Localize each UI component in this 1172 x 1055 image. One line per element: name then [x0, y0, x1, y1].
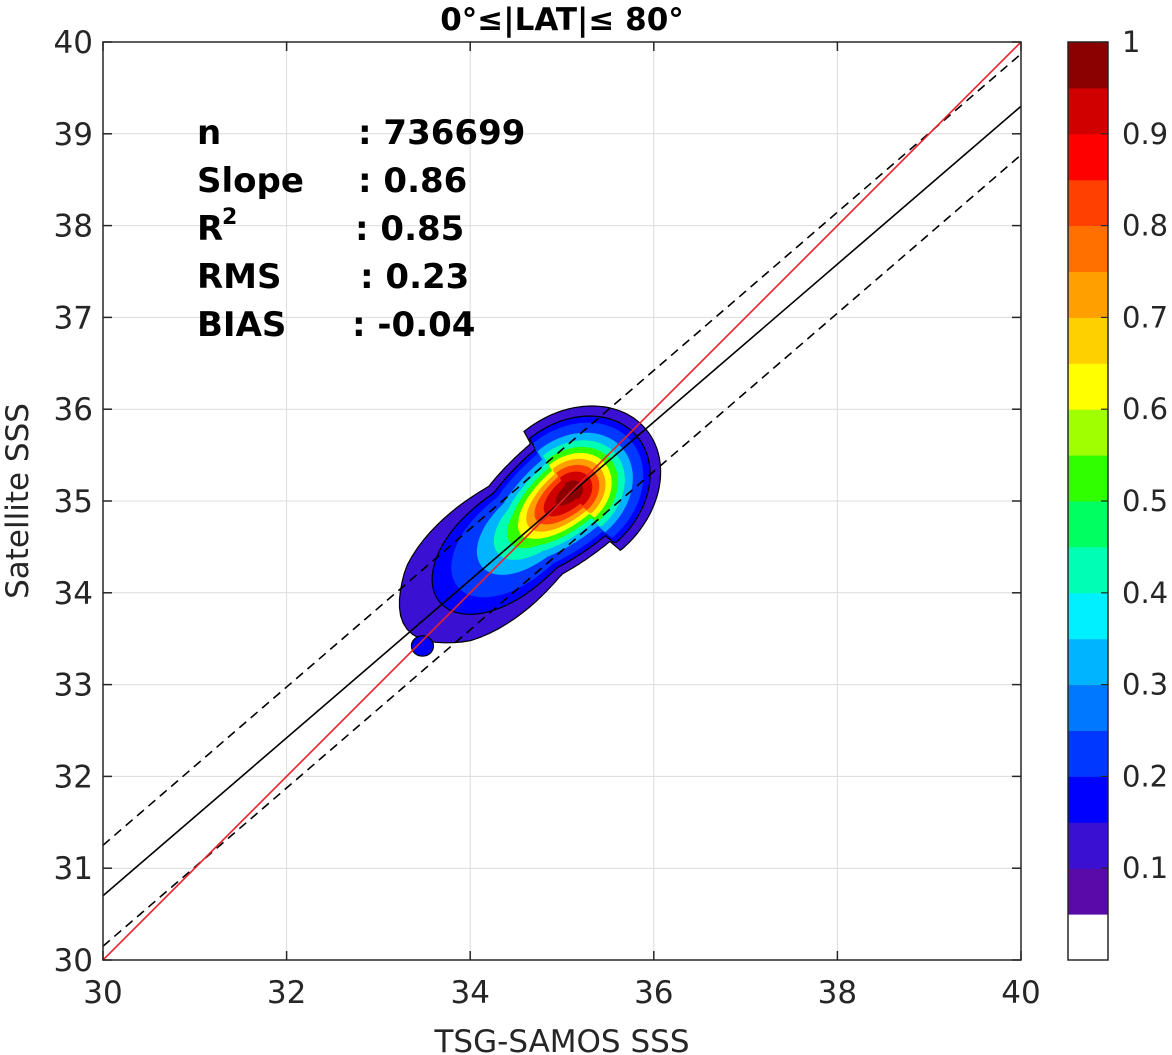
- colorbar-segment: [1068, 638, 1108, 686]
- colorbar-segment: [1068, 179, 1108, 227]
- y-tick-label: 38: [54, 209, 93, 245]
- colorbar-segment: [1068, 133, 1108, 181]
- stats-box: n : 736699 Slope : 0.86 R2 : 0.85 RMS : 0.23 BIA…: [197, 113, 525, 345]
- colorbar-tick-label: 0.9: [1122, 117, 1168, 151]
- x-axis-label: TSG-SAMOS SSS: [434, 1024, 690, 1055]
- colorbar-segment: [1068, 776, 1108, 823]
- colorbar: [1067, 41, 1109, 961]
- colorbar-segment: [1068, 730, 1108, 777]
- stat-label: n: [197, 113, 221, 153]
- y-tick-label: 30: [54, 943, 93, 979]
- x-tick-label: 40: [1001, 975, 1040, 1011]
- colorbar-segment: [1068, 914, 1108, 961]
- fit-lower-line: [103, 154, 1021, 947]
- x-tick-label: 36: [634, 975, 673, 1011]
- stat-label: BIAS: [197, 305, 286, 345]
- y-tick-label: 32: [54, 759, 93, 795]
- colorbar-segment: [1068, 317, 1108, 364]
- stat-label: R: [197, 209, 223, 249]
- density-satellite-blob: [410, 635, 435, 657]
- chart-title: 0°≤|LAT|≤ 80°: [440, 2, 684, 38]
- y-tick-label: 39: [54, 117, 93, 153]
- colorbar-segment: [1068, 271, 1108, 318]
- colorbar-tick-label: 0.3: [1122, 668, 1168, 702]
- colorbar-segment: [1068, 501, 1108, 548]
- stat-value: : -0.04: [352, 305, 475, 345]
- colorbar-segment: [1068, 822, 1108, 869]
- y-tick-labels: 30 31 32 33 34 35 36 37 38 39 40: [54, 25, 93, 979]
- colorbar-segment: [1068, 455, 1108, 502]
- x-tick-label: 38: [818, 975, 857, 1011]
- y-tick-label: 33: [54, 668, 93, 704]
- colorbar-tick-labels: 0.1 0.2 0.3 0.4 0.5 0.6 0.7 0.8 0.9 1: [1122, 25, 1168, 885]
- colorbar-tick-label: 1: [1122, 25, 1140, 59]
- y-tick-label: 34: [54, 576, 93, 612]
- grid: [102, 41, 1022, 961]
- colorbar-segment: [1068, 42, 1108, 89]
- colorbar-segment: [1068, 87, 1108, 135]
- colorbar-segment: [1068, 684, 1108, 731]
- y-tick-label: 36: [54, 392, 93, 428]
- colorbar-segment: [1068, 868, 1108, 915]
- colorbar-tick-label: 0.5: [1122, 484, 1168, 518]
- one-to-one-line: [103, 42, 1021, 960]
- colorbar-tick-label: 0.1: [1122, 851, 1168, 885]
- x-tick-label: 32: [267, 975, 306, 1011]
- x-tick-label: 30: [83, 975, 122, 1011]
- fit-upper-line: [103, 53, 1021, 846]
- colorbar-segment: [1068, 592, 1108, 640]
- regression-lines: [103, 42, 1021, 960]
- y-tick-label: 35: [54, 484, 93, 520]
- x-tick-labels: 30 32 34 36 38 40: [83, 975, 1040, 1011]
- stat-label-sup: 2: [222, 205, 237, 230]
- colorbar-segment: [1068, 225, 1108, 272]
- stat-value: : 0.23: [360, 257, 469, 297]
- x-tick-label: 34: [450, 975, 489, 1011]
- colorbar-tick-label: 0.7: [1122, 300, 1168, 334]
- axis-ticks: [102, 41, 1022, 961]
- colorbar-tick-label: 0.6: [1122, 392, 1168, 426]
- y-tick-label: 31: [54, 851, 93, 887]
- colorbar-tick-label: 0.8: [1122, 209, 1168, 243]
- colorbar-segment: [1068, 546, 1108, 594]
- colorbar-tick-label: 0.2: [1122, 759, 1168, 793]
- stat-value: : 736699: [358, 113, 525, 153]
- y-tick-label: 40: [54, 25, 93, 61]
- stat-label: Slope: [197, 161, 304, 201]
- y-axis-label: Satellite SSS: [0, 403, 36, 599]
- colorbar-tick-label: 0.4: [1122, 576, 1168, 610]
- stat-value: : 0.86: [358, 161, 467, 201]
- colorbar-segment: [1068, 363, 1108, 410]
- y-tick-label: 37: [54, 300, 93, 336]
- colorbar-segment: [1068, 409, 1108, 456]
- stat-value: : 0.85: [355, 209, 464, 249]
- stat-label: RMS: [197, 257, 282, 297]
